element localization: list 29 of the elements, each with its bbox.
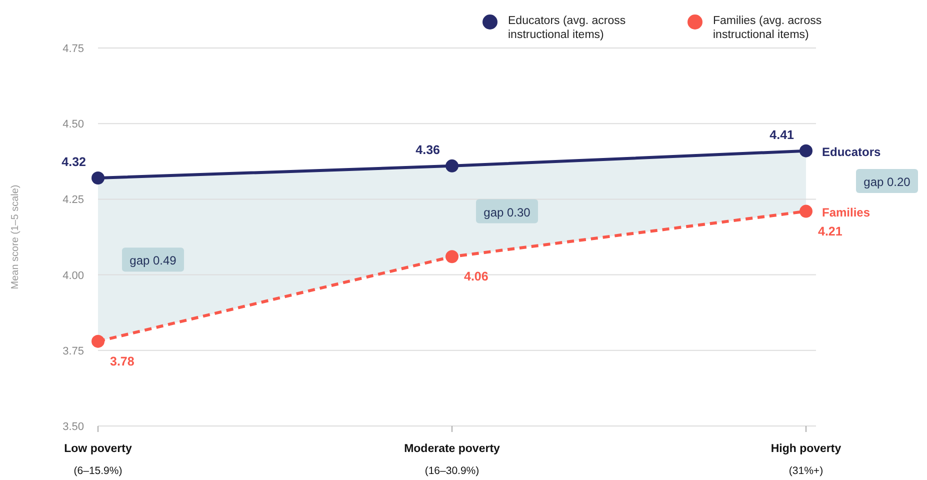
data-label: 4.21: [818, 224, 842, 238]
annotation: gap 0.49: [130, 254, 177, 268]
data-label: 4.36: [416, 142, 440, 157]
y-tick-label: 4.75: [62, 43, 84, 55]
x-tick-label: Low poverty (6–15.9%): [64, 443, 132, 477]
data-label: 4.32: [62, 155, 86, 170]
data-label: 4.41: [770, 128, 794, 142]
point: [446, 159, 458, 172]
point: [92, 172, 104, 185]
point: [446, 250, 458, 264]
annotation: gap 0.30: [484, 205, 531, 220]
x-tick-label: High poverty (31%+): [770, 443, 842, 477]
y-tick-label: 4.25: [62, 194, 84, 206]
y-tick-label: 3.50: [62, 421, 84, 433]
y-tick-label: 4.00: [62, 270, 84, 282]
text: Families: [822, 205, 870, 220]
text: gap 0.20: [864, 175, 911, 190]
text: Educators: [822, 144, 882, 159]
point: [800, 204, 812, 218]
data-label: 3.78: [110, 354, 134, 368]
point: [800, 144, 812, 158]
y-tick-label: 3.75: [62, 345, 84, 358]
point: [92, 334, 104, 348]
x-tick-label: Moderate poverty (16–30.9%): [404, 443, 501, 477]
legend-label: Families (avg. across instructional items): [713, 15, 822, 41]
data-label: 4.06: [464, 270, 488, 284]
y-axis-title: Mean score (1–5 scale): [10, 184, 21, 290]
y-tick-label: 4.50: [62, 118, 84, 131]
legend-label: Educators (avg. across instructional items): [508, 15, 626, 41]
